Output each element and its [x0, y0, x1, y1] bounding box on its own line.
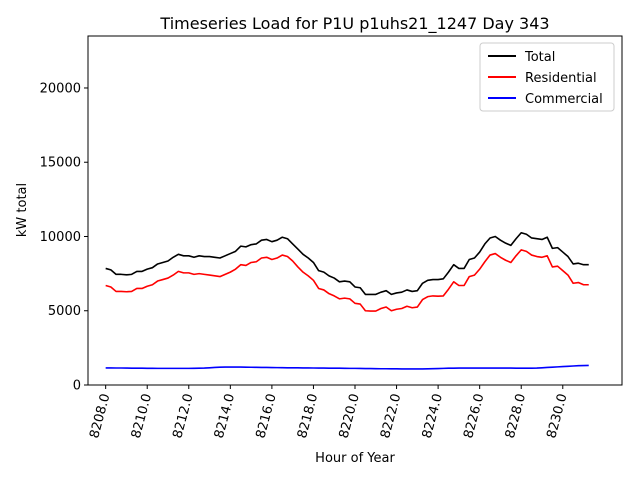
- series-layer: [105, 231, 589, 370]
- series-line-residential: [105, 249, 589, 312]
- series-line-total: [105, 231, 589, 296]
- y-tick-label: 0: [73, 379, 81, 394]
- y-axis-ticks: 0 5000 10000 15000 20000: [40, 81, 88, 394]
- legend: Total Residential Commercial: [479, 42, 615, 112]
- legend-label-total: Total: [524, 50, 555, 65]
- x-axis-label: Hour of Year: [315, 451, 395, 466]
- legend-label-commercial: Commercial: [525, 92, 603, 107]
- series-line-commercial: [105, 364, 589, 370]
- y-tick-label: 20000: [40, 81, 81, 96]
- legend-box: [479, 42, 615, 112]
- y-tick-label: 10000: [40, 230, 81, 245]
- legend-label-residential: Residential: [525, 71, 597, 86]
- y-tick-label: 5000: [48, 304, 81, 319]
- y-axis-label: kW total: [15, 183, 30, 237]
- y-tick-label: 15000: [40, 156, 81, 171]
- chart-title: Timeseries Load for P1U p1uhs21_1247 Day…: [159, 14, 549, 34]
